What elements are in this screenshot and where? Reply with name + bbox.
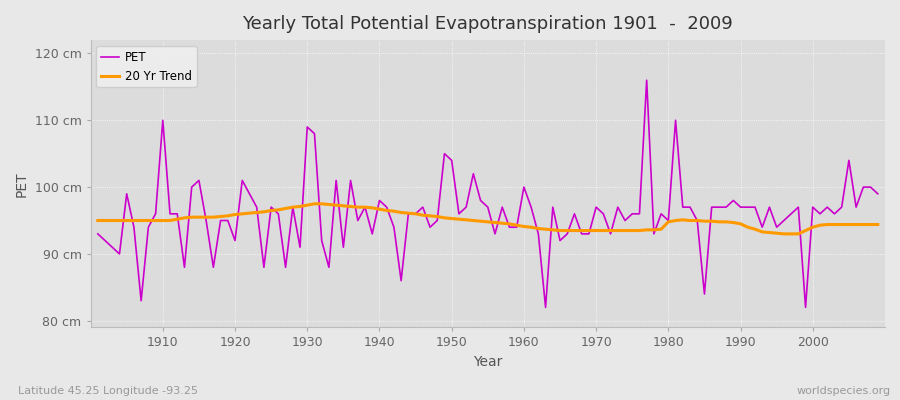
20 Yr Trend [612,228,623,233]
PET [150,212,161,216]
PET [518,185,529,190]
20 Yr Trend [316,202,327,206]
20 Yr Trend [93,218,104,223]
Title: Yearly Total Potential Evapotranspiration 1901  -  2009: Yearly Total Potential Evapotranspiratio… [242,15,734,33]
PET [511,225,522,230]
Legend: PET, 20 Yr Trend: PET, 20 Yr Trend [96,46,196,87]
20 Yr Trend [360,205,371,210]
PET [309,131,320,136]
20 Yr Trend [526,225,536,230]
PET [93,232,104,236]
PET [642,78,652,83]
20 Yr Trend [150,218,161,223]
Y-axis label: PET: PET [15,171,29,196]
PET [872,191,883,196]
X-axis label: Year: Year [473,355,502,369]
PET [612,205,623,210]
Text: worldspecies.org: worldspecies.org [796,386,891,396]
20 Yr Trend [872,222,883,227]
Line: PET: PET [98,80,878,307]
20 Yr Trend [778,232,789,236]
PET [353,218,364,223]
20 Yr Trend [309,202,320,206]
20 Yr Trend [518,224,529,229]
Line: 20 Yr Trend: 20 Yr Trend [98,204,878,234]
Text: Latitude 45.25 Longitude -93.25: Latitude 45.25 Longitude -93.25 [18,386,198,396]
PET [540,305,551,310]
